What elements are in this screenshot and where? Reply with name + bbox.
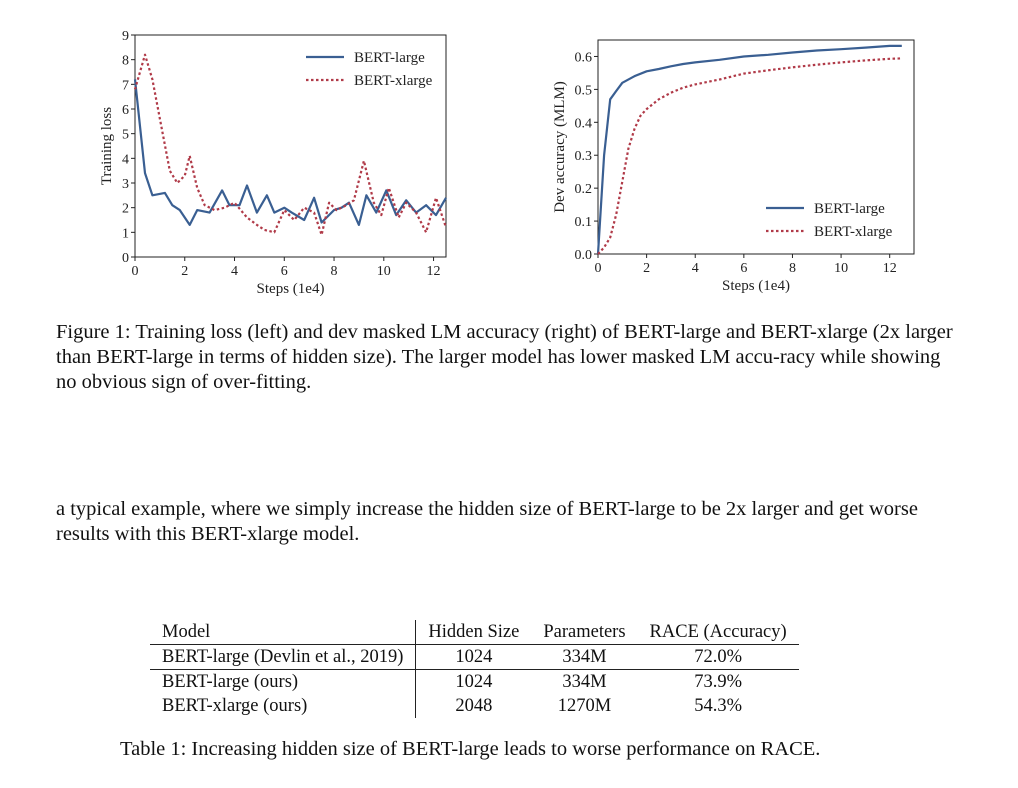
x-tick-label: 8: [789, 261, 796, 276]
series-line-bert-large: [596, 44, 902, 255]
table-cell-parameters: 1270M: [557, 695, 612, 716]
x-axis-label: Steps (1e4): [257, 281, 325, 297]
y-tick-label: 1: [122, 226, 129, 241]
table-cell-model: BERT-large (ours): [150, 669, 417, 694]
table-header-race-accuracy: RACE (Accuracy): [649, 621, 787, 642]
results-table-container: Model Hidden Size Parameters RACE (Accur…: [150, 620, 799, 718]
y-tick-label: 0.1: [575, 215, 593, 230]
table-header-hidden-size: Hidden Size: [428, 621, 520, 642]
table-row: BERT-large (ours) 1024 334M 73.9%: [150, 669, 799, 694]
x-tick-label: 10: [377, 264, 391, 279]
y-tick-label: 6: [122, 103, 129, 118]
dev-accuracy-chart: 0 2 4 6 8 10 12 0.0 0.1 0.2 0.3 0.4 0.5 0.6 Steps (1e4…: [552, 22, 915, 302]
table-caption: Table 1: Increasing hidden size of BERT-…: [120, 738, 821, 760]
table-header-row: Model Hidden Size Parameters RACE (Accur…: [150, 620, 799, 645]
legend-label: BERT-xlarge: [354, 73, 433, 89]
y-tick-label: 0.4: [575, 116, 593, 131]
x-tick-label: 2: [181, 264, 188, 279]
table-cell-parameters: 334M: [562, 646, 607, 667]
y-tick-label: 0.6: [575, 50, 593, 65]
x-tick-label: 6: [281, 264, 288, 279]
y-tick-label: 0.3: [575, 149, 593, 164]
body-paragraph: a typical example, where we simply incre…: [56, 498, 918, 545]
table-cell-hidden-size: 2048: [455, 695, 493, 716]
y-tick-label: 0.0: [575, 248, 593, 263]
x-tick-label: 4: [692, 261, 699, 276]
x-tick-label: 4: [231, 264, 238, 279]
x-tick-label: 0: [132, 264, 139, 279]
table-cell-race-accuracy: 54.3%: [694, 695, 742, 716]
y-axis-label: Dev accuracy (MLM): [552, 81, 568, 213]
table-cell-hidden-size: 1024: [455, 671, 493, 692]
dev-accuracy-plot: 0 2 4 6 8 10 12 0.0 0.1 0.2 0.3 0.4 0.5 0.6 Steps (1e4…: [552, 39, 915, 294]
y-tick-label: 9: [122, 29, 129, 44]
legend-label: BERT-xlarge: [814, 224, 893, 240]
series-line-bert-xlarge: [597, 57, 902, 255]
y-tick-label: 3: [122, 177, 129, 192]
y-tick-label: 0.2: [575, 182, 593, 197]
x-tick-label: 12: [883, 261, 897, 276]
table-cell-race-accuracy: 73.9%: [694, 671, 742, 692]
y-tick-label: 4: [122, 152, 129, 167]
x-axis-label: Steps (1e4): [722, 278, 790, 294]
x-tick-label: 0: [595, 261, 602, 276]
results-table: Model Hidden Size Parameters RACE (Accur…: [150, 620, 799, 718]
y-tick-label: 5: [122, 128, 129, 143]
x-tick-label: 12: [427, 264, 441, 279]
figure-caption: Figure 1: Training loss (left) and dev m…: [56, 321, 953, 393]
table-header-parameters: Parameters: [543, 621, 626, 642]
table-cell-parameters: 334M: [562, 671, 607, 692]
y-tick-label: 0.5: [575, 83, 593, 98]
table-header-model: Model: [150, 620, 417, 645]
x-tick-label: 8: [331, 264, 338, 279]
x-tick-label: 2: [643, 261, 650, 276]
y-tick-label: 0: [122, 251, 129, 266]
table-row: BERT-large (Devlin et al., 2019) 1024 33…: [150, 644, 799, 670]
x-tick-label: 10: [834, 261, 848, 276]
y-tick-label: 2: [122, 202, 129, 217]
legend-label: BERT-large: [354, 50, 425, 66]
table-cell-hidden-size: 1024: [455, 646, 493, 667]
y-axis-label: Training loss: [99, 107, 115, 185]
plot-frame: [134, 34, 447, 258]
table-cell-model: BERT-large (Devlin et al., 2019): [150, 644, 417, 670]
y-tick-label: 7: [122, 78, 129, 93]
x-tick-label: 6: [740, 261, 747, 276]
table-row: BERT-xlarge (ours) 2048 1270M 54.3%: [150, 694, 799, 718]
training-loss-chart: 0 2 4 6 8 10 12 0 1 2 3 4 5 6 7 8 9 Steps (1e4) Training l…: [99, 22, 460, 302]
series-line-bert-large: [133, 79, 447, 226]
y-tick-label: 8: [122, 54, 129, 69]
table-cell-race-accuracy: 72.0%: [694, 646, 742, 667]
plot-frame: [597, 39, 915, 255]
legend-label: BERT-large: [814, 201, 885, 217]
table-cell-model: BERT-xlarge (ours): [150, 694, 417, 718]
